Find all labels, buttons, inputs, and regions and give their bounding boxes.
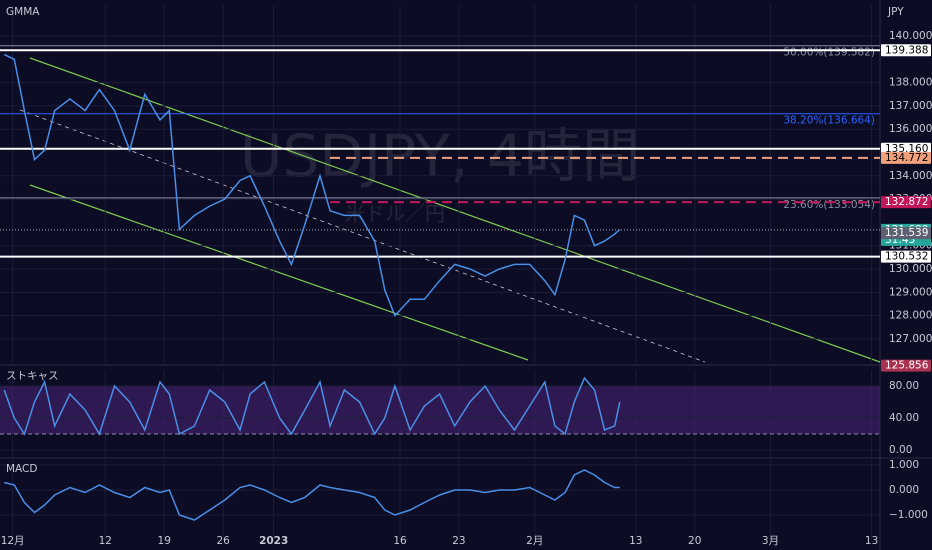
price-label: 134.772 [885,152,928,164]
price-label: 125.856 [885,360,929,372]
plot-layer: 12月 12 19 26 2023 16 23 2月 13 20 3月 13 127.000 128.00… [0,5,932,547]
price-label-box [881,142,931,155]
price-label-box [881,359,931,372]
series-line [3,376,621,436]
panel-title: ストキャス [6,370,59,382]
channel-line [29,184,529,361]
chart-title: GMMA [6,6,40,18]
price-label: 130.532 [885,251,928,263]
x-tick-label: 2023 [259,535,288,547]
series-line [3,53,621,317]
watermark-sub: 米ドル／円 [345,202,445,226]
price-label-box [881,250,931,263]
x-tick-label: 12月 [1,535,25,547]
x-tick-label: 2月 [526,535,543,547]
y-tick-label: 40.00 [889,412,919,424]
y-tick-label: 136.000 [889,123,932,135]
y-tick-label: 140.000 [889,30,932,42]
watermark: USDJPY, 4時間 [240,122,640,190]
y-tick-label: 130.000 [889,263,932,275]
mid-line [19,109,706,363]
x-tick-label: 23 [452,535,465,547]
x-tick-label: 20 [688,535,701,547]
series-line [4,469,620,521]
y-tick-label: 1.000 [889,459,919,471]
y-tick-label: 80.00 [889,380,919,392]
x-tick-label: 13 [865,535,878,547]
x-tick-label: 19 [158,535,171,547]
y-tick-label: 134.000 [889,170,932,182]
y-tick-label: 0.00 [889,444,912,456]
panel-title: MACD [6,463,37,475]
y-tick-label: 0.000 [889,484,919,496]
price-label: 139.388 [885,44,928,56]
x-tick-label: 13 [629,535,642,547]
y-tick-label: 138.000 [889,77,932,89]
price-label-box [881,151,931,164]
x-tick-label: 16 [393,535,407,547]
y-tick-label: 127.000 [889,333,932,345]
price-label-box [881,44,931,57]
fib-label: 23.60%(133.054) [783,199,875,211]
price-label-box [881,196,931,209]
x-tick-label: 12 [99,535,112,547]
fib-label: 38.20%(136.664) [783,115,875,127]
y-tick-label: 128.000 [889,310,932,322]
price-label: 131.539 [885,227,928,239]
y-tick-label: 137.000 [889,100,932,112]
x-tick-label: 26 [216,535,230,547]
axis-unit: JPY [887,6,904,18]
price-label: 135.160 [885,143,928,155]
channel-line [29,57,881,363]
price-label-box [881,227,931,240]
price-label: 132.872 [885,196,928,208]
x-tick-label: 3月 [762,535,779,547]
y-tick-label: −1.000 [889,509,928,521]
fib-label: 50.00%(139.582) [783,47,875,59]
y-tick-label: 129.000 [889,286,932,298]
